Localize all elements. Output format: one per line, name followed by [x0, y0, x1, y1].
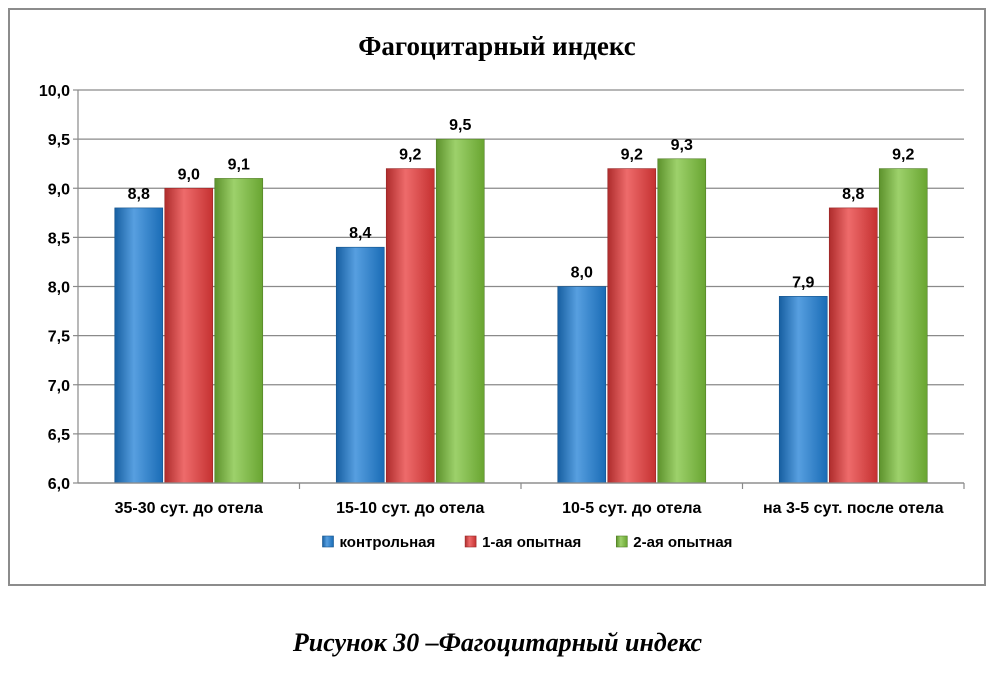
- legend-swatch: [322, 535, 334, 548]
- bar: [385, 168, 435, 484]
- data-label: 9,5: [449, 117, 471, 134]
- legend-label: контрольная: [340, 534, 436, 551]
- data-label: 9,1: [228, 156, 250, 173]
- data-label: 9,0: [178, 166, 200, 183]
- axis-layer: [73, 89, 965, 489]
- bar: [214, 178, 264, 484]
- x-tick-label: 15-10 сут. до отела: [336, 500, 484, 517]
- y-tick-label: 6,0: [48, 476, 70, 493]
- y-tick-label: 7,5: [48, 329, 70, 346]
- y-tick-label: 9,5: [48, 132, 70, 149]
- bar: [828, 207, 878, 484]
- x-tick-label: на 3-5 сут. после отела: [763, 500, 944, 517]
- x-tick-label: 35-30 сут. до отела: [115, 500, 263, 517]
- labels-layer: 6,0 6,5 7,0 7,5 8,0 8,5 9,0 9,5 10,0 8,8 9,0 9,1 35-…: [39, 83, 944, 517]
- data-label: 8,4: [349, 225, 371, 242]
- legend: контрольная 1-ая опытная 2-ая опытная: [322, 534, 732, 551]
- data-label: 8,8: [128, 186, 150, 203]
- y-tick-label: 8,5: [48, 230, 70, 247]
- bar: [557, 286, 607, 484]
- chart-svg: Фагоцитарный индекс 6,0 6,5 7,0 7,5 8,0 8,5 9,…: [39, 31, 965, 551]
- chart-title: Фагоцитарный индекс: [358, 31, 636, 61]
- bar: [164, 187, 214, 484]
- data-label: 8,8: [842, 186, 864, 203]
- figure-caption: Рисунок 30 –Фагоцитарный индекс: [292, 628, 703, 657]
- bar: [114, 207, 164, 484]
- y-tick-label: 9,0: [48, 181, 70, 198]
- x-tick-label: 10-5 сут. до отела: [562, 500, 701, 517]
- bar: [878, 168, 928, 484]
- y-tick-label: 6,5: [48, 427, 70, 444]
- bar: [435, 138, 485, 484]
- data-label: 9,3: [671, 137, 693, 154]
- legend-swatch: [464, 535, 477, 548]
- bar: [657, 158, 707, 484]
- data-label: 9,2: [621, 147, 643, 164]
- y-tick-label: 10,0: [39, 83, 70, 100]
- data-label: 9,2: [892, 147, 914, 164]
- legend-swatch: [615, 535, 628, 548]
- chart-frame: Фагоцитарный индекс 6,0 6,5 7,0 7,5 8,0 8,5 9,…: [8, 8, 986, 586]
- data-label: 9,2: [399, 147, 421, 164]
- legend-label: 2-ая опытная: [633, 534, 732, 551]
- y-tick-label: 8,0: [48, 280, 70, 297]
- data-label: 7,9: [792, 274, 814, 291]
- bar: [607, 168, 657, 484]
- bar: [778, 296, 828, 484]
- legend-label: 1-ая опытная: [482, 534, 581, 551]
- y-tick-label: 7,0: [48, 378, 70, 395]
- data-label: 8,0: [571, 265, 593, 282]
- bars-layer: [114, 138, 928, 484]
- bar: [335, 246, 385, 484]
